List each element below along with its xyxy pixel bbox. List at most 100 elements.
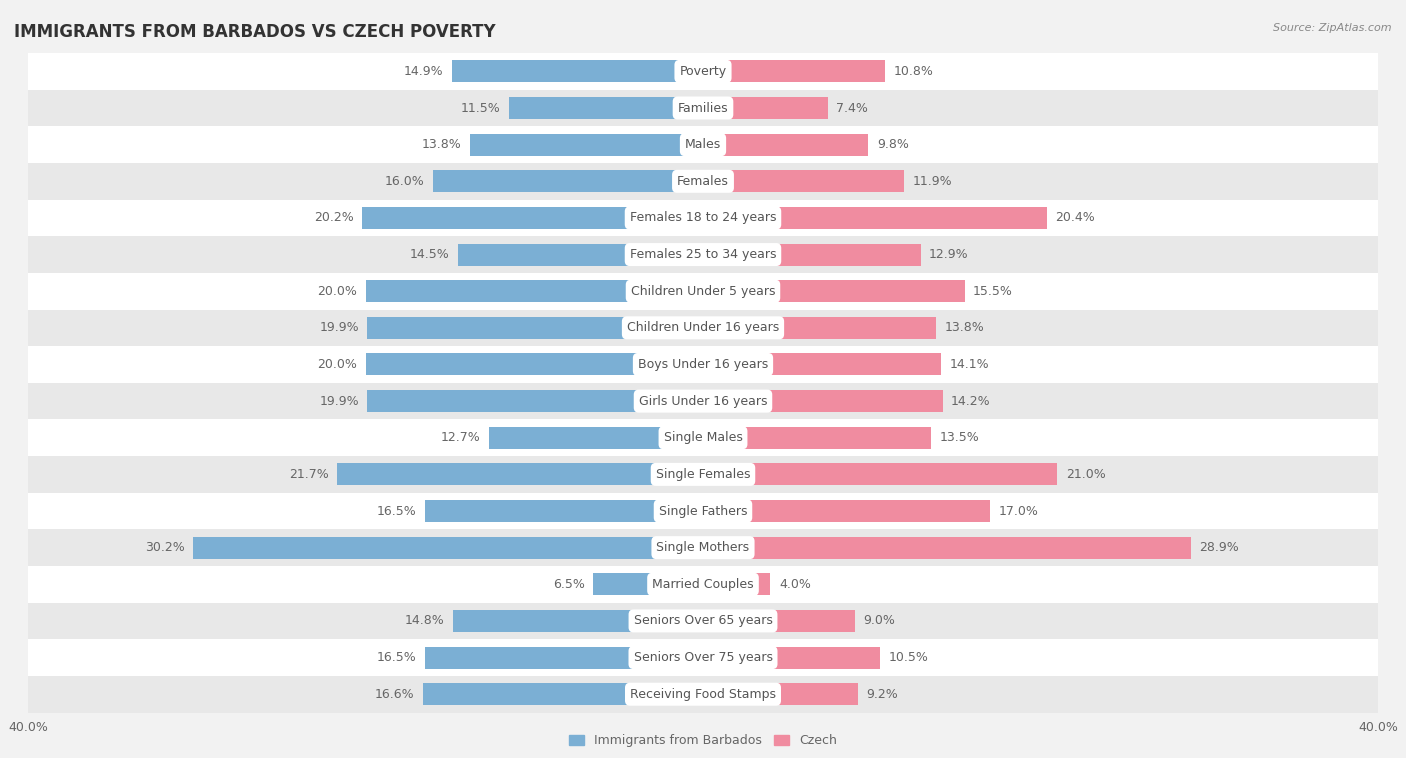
- Bar: [703, 280, 965, 302]
- Text: 19.9%: 19.9%: [319, 395, 359, 408]
- Text: Females 25 to 34 years: Females 25 to 34 years: [630, 248, 776, 261]
- Bar: [367, 390, 703, 412]
- Text: 11.5%: 11.5%: [461, 102, 501, 114]
- Text: 19.9%: 19.9%: [319, 321, 359, 334]
- Bar: [28, 236, 1378, 273]
- Text: Source: ZipAtlas.com: Source: ZipAtlas.com: [1274, 23, 1392, 33]
- Bar: [703, 353, 941, 375]
- Bar: [703, 317, 936, 339]
- Text: 7.4%: 7.4%: [837, 102, 868, 114]
- Text: 9.0%: 9.0%: [863, 615, 896, 628]
- Text: 14.5%: 14.5%: [411, 248, 450, 261]
- Text: 14.2%: 14.2%: [950, 395, 991, 408]
- Text: Seniors Over 65 years: Seniors Over 65 years: [634, 615, 772, 628]
- Text: 12.9%: 12.9%: [929, 248, 969, 261]
- Text: Seniors Over 75 years: Seniors Over 75 years: [634, 651, 772, 664]
- Bar: [28, 456, 1378, 493]
- Text: 9.2%: 9.2%: [866, 688, 898, 700]
- Bar: [489, 427, 703, 449]
- Bar: [703, 207, 1047, 229]
- Bar: [28, 529, 1378, 566]
- Text: Single Males: Single Males: [664, 431, 742, 444]
- Text: Boys Under 16 years: Boys Under 16 years: [638, 358, 768, 371]
- Bar: [28, 89, 1378, 127]
- Text: 14.9%: 14.9%: [404, 65, 443, 78]
- Bar: [470, 133, 703, 155]
- Bar: [28, 676, 1378, 713]
- Text: Females: Females: [678, 175, 728, 188]
- Text: 28.9%: 28.9%: [1199, 541, 1239, 554]
- Bar: [453, 610, 703, 632]
- Text: 13.5%: 13.5%: [939, 431, 979, 444]
- Text: 20.0%: 20.0%: [318, 358, 357, 371]
- Bar: [28, 163, 1378, 199]
- Text: Single Females: Single Females: [655, 468, 751, 481]
- Bar: [703, 500, 990, 522]
- Bar: [423, 683, 703, 705]
- Bar: [703, 61, 886, 83]
- Text: 15.5%: 15.5%: [973, 285, 1012, 298]
- Text: IMMIGRANTS FROM BARBADOS VS CZECH POVERTY: IMMIGRANTS FROM BARBADOS VS CZECH POVERT…: [14, 23, 496, 41]
- Text: Children Under 5 years: Children Under 5 years: [631, 285, 775, 298]
- Bar: [509, 97, 703, 119]
- Text: 21.7%: 21.7%: [288, 468, 329, 481]
- Text: Receiving Food Stamps: Receiving Food Stamps: [630, 688, 776, 700]
- Bar: [703, 610, 855, 632]
- Bar: [28, 493, 1378, 529]
- Text: Single Mothers: Single Mothers: [657, 541, 749, 554]
- Bar: [425, 500, 703, 522]
- Bar: [703, 243, 921, 265]
- Text: Families: Families: [678, 102, 728, 114]
- Bar: [28, 419, 1378, 456]
- Bar: [28, 383, 1378, 419]
- Text: 14.8%: 14.8%: [405, 615, 444, 628]
- Bar: [194, 537, 703, 559]
- Bar: [593, 573, 703, 595]
- Text: Married Couples: Married Couples: [652, 578, 754, 590]
- Bar: [28, 127, 1378, 163]
- Text: 16.5%: 16.5%: [377, 505, 416, 518]
- Text: Poverty: Poverty: [679, 65, 727, 78]
- Text: 10.5%: 10.5%: [889, 651, 928, 664]
- Text: Males: Males: [685, 138, 721, 151]
- Text: 17.0%: 17.0%: [998, 505, 1038, 518]
- Bar: [425, 647, 703, 669]
- Legend: Immigrants from Barbados, Czech: Immigrants from Barbados, Czech: [564, 729, 842, 753]
- Bar: [703, 427, 931, 449]
- Text: 13.8%: 13.8%: [945, 321, 984, 334]
- Bar: [28, 603, 1378, 639]
- Text: 20.0%: 20.0%: [318, 285, 357, 298]
- Bar: [703, 463, 1057, 485]
- Text: 20.2%: 20.2%: [314, 211, 354, 224]
- Bar: [367, 317, 703, 339]
- Bar: [703, 647, 880, 669]
- Text: 16.5%: 16.5%: [377, 651, 416, 664]
- Bar: [703, 683, 858, 705]
- Bar: [366, 280, 703, 302]
- Bar: [703, 97, 828, 119]
- Text: 4.0%: 4.0%: [779, 578, 811, 590]
- Bar: [458, 243, 703, 265]
- Text: Females 18 to 24 years: Females 18 to 24 years: [630, 211, 776, 224]
- Bar: [363, 207, 703, 229]
- Text: 20.4%: 20.4%: [1056, 211, 1095, 224]
- Text: 16.0%: 16.0%: [385, 175, 425, 188]
- Text: 10.8%: 10.8%: [894, 65, 934, 78]
- Text: 6.5%: 6.5%: [553, 578, 585, 590]
- Text: Children Under 16 years: Children Under 16 years: [627, 321, 779, 334]
- Bar: [337, 463, 703, 485]
- Text: 16.6%: 16.6%: [375, 688, 415, 700]
- Text: Girls Under 16 years: Girls Under 16 years: [638, 395, 768, 408]
- Bar: [28, 199, 1378, 236]
- Text: 14.1%: 14.1%: [949, 358, 988, 371]
- Text: 21.0%: 21.0%: [1066, 468, 1105, 481]
- Bar: [433, 171, 703, 193]
- Text: 13.8%: 13.8%: [422, 138, 461, 151]
- Bar: [366, 353, 703, 375]
- Bar: [703, 171, 904, 193]
- Bar: [703, 390, 942, 412]
- Bar: [28, 566, 1378, 603]
- Text: 11.9%: 11.9%: [912, 175, 952, 188]
- Bar: [451, 61, 703, 83]
- Text: 30.2%: 30.2%: [145, 541, 186, 554]
